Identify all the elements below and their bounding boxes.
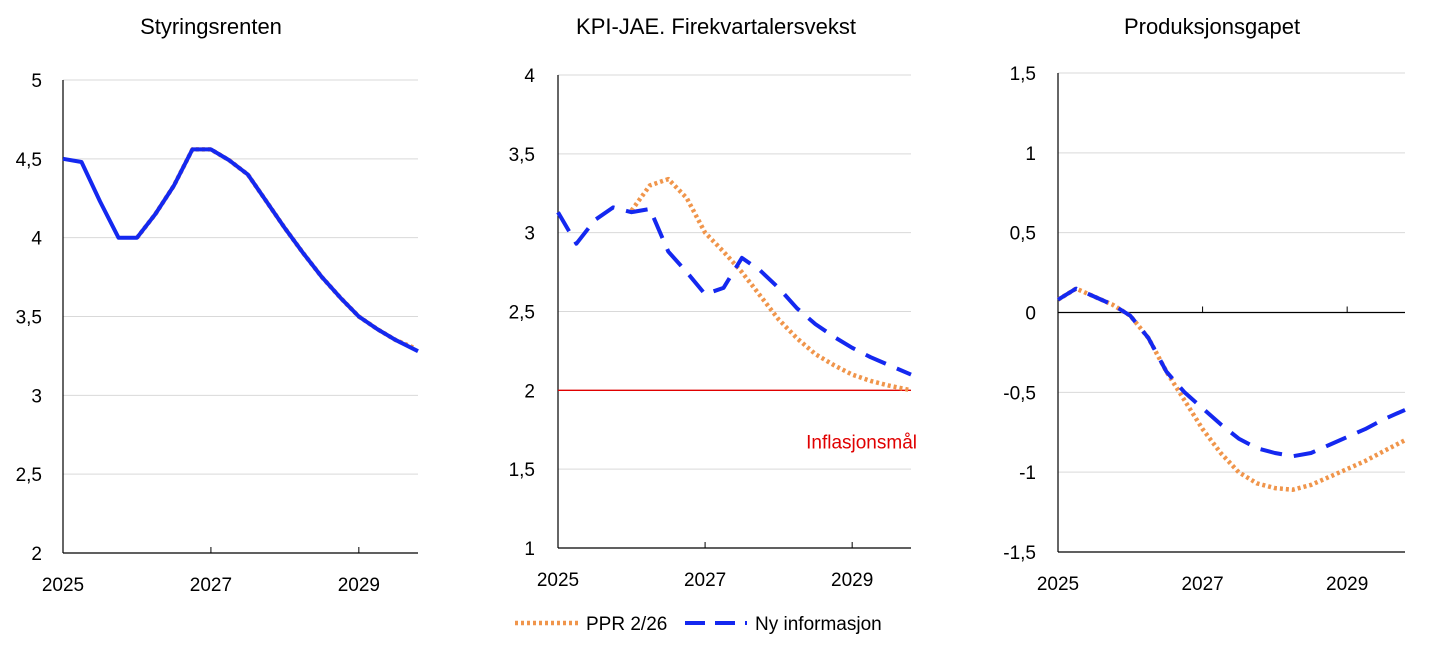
y-tick-label: 4 bbox=[524, 66, 535, 87]
y-tick-label: 4,5 bbox=[16, 150, 42, 171]
legend-label-ny: Ny informasjon bbox=[755, 614, 882, 635]
x-tick-label: 2029 bbox=[831, 570, 873, 591]
y-tick-label: -1 bbox=[1019, 463, 1036, 484]
x-tick-label: 2027 bbox=[190, 575, 232, 596]
x-tick-label: 2029 bbox=[1326, 574, 1368, 595]
x-tick-label: 2025 bbox=[1037, 574, 1079, 595]
y-tick-label: 3 bbox=[524, 224, 535, 245]
chart-panel-2: KPI-JAE. Firekvartalersvekst 1 1,5 2 2,5 3 3,5… bbox=[509, 14, 917, 591]
series-line-ppr bbox=[629, 176, 912, 393]
y-tick-label: 5 bbox=[31, 71, 42, 92]
x-tick-label: 2029 bbox=[338, 575, 380, 596]
y-tick-label: 2,5 bbox=[509, 303, 535, 324]
y-tick-label: -0,5 bbox=[1003, 383, 1036, 404]
series-line-ny-informasjon bbox=[1056, 286, 1406, 459]
chart-title: Styringsrenten bbox=[140, 14, 282, 39]
chart-title: KPI-JAE. Firekvartalersvekst bbox=[576, 14, 856, 39]
y-tick-label: 2 bbox=[524, 381, 535, 402]
series-line-ppr bbox=[1056, 286, 1407, 492]
series-line-ny-informasjon bbox=[556, 205, 912, 377]
y-tick-label: 3,5 bbox=[509, 145, 535, 166]
y-tick-label: 1,5 bbox=[1010, 64, 1036, 85]
legend: PPR 2/26 Ny informasjon bbox=[515, 614, 882, 635]
x-tick-label: 2027 bbox=[684, 570, 726, 591]
inflation-target-label: Inflasjonsmål bbox=[806, 432, 917, 453]
y-tick-label: 2 bbox=[31, 544, 42, 565]
chart-panel-3: Produksjonsgapet -1,5 -1 -0,5 0 0,5 1 1,5 2025 20… bbox=[1003, 14, 1407, 595]
x-tick-label: 2025 bbox=[42, 575, 84, 596]
y-tick-label: 3,5 bbox=[16, 308, 42, 329]
legend-label-ppr: PPR 2/26 bbox=[586, 614, 667, 635]
y-tick-label: 1 bbox=[524, 539, 535, 560]
y-tick-label: 1,5 bbox=[509, 460, 535, 481]
y-tick-label: -1,5 bbox=[1003, 543, 1036, 564]
y-tick-label: 3 bbox=[31, 386, 42, 407]
series-line-ny-informasjon bbox=[62, 147, 419, 353]
y-tick-label: 2,5 bbox=[16, 465, 42, 486]
x-tick-label: 2025 bbox=[537, 570, 579, 591]
x-tick-label: 2027 bbox=[1181, 574, 1223, 595]
y-tick-label: 0 bbox=[1025, 304, 1036, 325]
chart-title: Produksjonsgapet bbox=[1124, 14, 1300, 39]
y-tick-label: 0,5 bbox=[1010, 224, 1036, 245]
y-tick-label: 1 bbox=[1025, 144, 1036, 165]
y-tick-label: 4 bbox=[31, 229, 42, 250]
chart-panel-1: Styringsrenten 2 2,5 3 3,5 4 4,5 5 2025 2027 2029 bbox=[16, 14, 419, 596]
